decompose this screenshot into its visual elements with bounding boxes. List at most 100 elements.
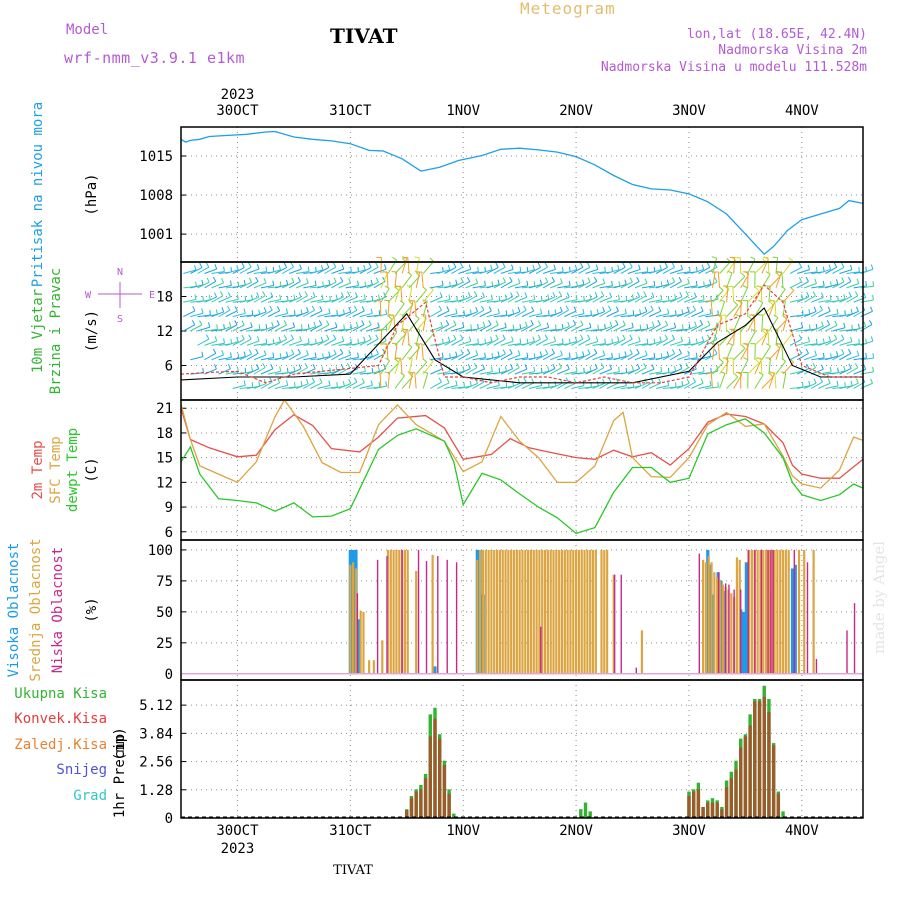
wind-barb-flag [618, 265, 620, 270]
wind-barb-flag [341, 364, 343, 369]
wind-barb-flag [619, 353, 620, 358]
wind-barb-flag [470, 381, 471, 386]
wind-barb-flag [527, 353, 528, 358]
wind-barb-flag [852, 325, 853, 330]
wind-barb-flag [633, 310, 634, 315]
wind-barb-flag [741, 345, 745, 349]
wind-barb-flag [596, 265, 598, 270]
wind-barb [367, 282, 379, 288]
wind-barb-flag [807, 364, 809, 368]
y-axis-label: 10m Vjetar [30, 289, 46, 373]
bar-low_cloud [754, 550, 755, 674]
wind-barb-flag [365, 281, 366, 286]
wind-barb-flag [681, 337, 683, 342]
wind-barb-flag [864, 293, 866, 298]
wind-barb-flag [469, 265, 471, 270]
wind-barb-flag [308, 339, 309, 344]
wind-barb-flag [679, 349, 681, 353]
wind-barb [720, 373, 725, 388]
wind-barb [380, 301, 381, 317]
wind-barb-flag [555, 381, 556, 386]
wind-barb-flag [654, 267, 655, 272]
wind-barb-flag [376, 350, 378, 354]
wind-barb-flag [718, 382, 719, 387]
wind-barb-flag [356, 322, 358, 327]
wind-barb-flag [816, 339, 817, 344]
bar-mid_cloud [705, 562, 707, 674]
wind-barb-flag [580, 263, 582, 267]
bar-mid_cloud [496, 550, 498, 674]
wind-barb-flag [548, 366, 549, 371]
wind-barb-flag [372, 296, 373, 301]
wind-barb-flag [513, 325, 514, 330]
wind-barb-flag [661, 281, 662, 286]
wind-barb-flag [687, 379, 689, 384]
wind-barb-flag [859, 267, 860, 272]
wind-barb-flag [703, 295, 704, 300]
bar-low_cloud [725, 583, 726, 673]
bar-mid_cloud [730, 593, 732, 674]
bar-mid_cloud [544, 550, 546, 674]
wind-barb-flag [222, 307, 224, 312]
wind-barb-flag [340, 349, 342, 353]
wind-barb [409, 286, 412, 302]
wind-barb-flag [492, 281, 493, 286]
wind-barb-flag [708, 321, 710, 325]
wind-barb-flag [442, 353, 443, 358]
wind-barb-flag [851, 309, 852, 314]
wind-barb-flag [561, 351, 563, 356]
wind-barb-flag [193, 306, 195, 310]
wind-barb-flag [386, 381, 387, 386]
wind-barb-flag [443, 339, 444, 344]
wind-barb [494, 282, 506, 288]
wind-barb-flag [264, 307, 266, 312]
wind-barb-flag [821, 365, 823, 370]
bar-mid_cloud [567, 550, 569, 674]
wind-barb-flag [703, 367, 704, 372]
wind-barb-flag [524, 306, 526, 310]
wind-barb-flag [364, 337, 365, 342]
wind-barb-flag [454, 335, 456, 339]
wind-barb-flag [541, 309, 542, 314]
wind-barb [332, 297, 344, 302]
wind-barb [734, 258, 735, 274]
wind-barb [797, 297, 809, 303]
bar-high_cloud [791, 568, 794, 673]
wind-barb-flag [206, 335, 208, 339]
wind-barb-flag [711, 368, 712, 373]
bar-low_cloud [699, 554, 700, 674]
wind-barb-flag [632, 366, 633, 371]
wind-barb-flag [710, 309, 711, 314]
wind-barb-flag [196, 282, 197, 287]
wind-barb-flag [855, 363, 857, 367]
wind-barb-flag [866, 339, 867, 344]
wind-barb-flag [873, 367, 874, 372]
wind-barb-flag [644, 363, 646, 367]
wind-barb [190, 339, 202, 345]
wind-barb-flag [645, 307, 647, 312]
wind-barb-flag [505, 323, 506, 328]
wind-barb-flag [598, 325, 599, 330]
wind-barb-flag [639, 265, 641, 270]
y-tick-label: 0 [165, 667, 173, 683]
wind-barb-flag [323, 282, 324, 287]
wind-barb-flag [626, 368, 627, 373]
wind-barb-flag [217, 324, 218, 329]
bar-low_cloud [636, 668, 637, 674]
wind-barb-flag [272, 322, 274, 327]
wind-barb-flag [750, 257, 754, 259]
wind-barb-flag [672, 349, 674, 353]
wind-barb-flag [312, 378, 314, 382]
wind-barb-flag [220, 291, 222, 295]
bar-convective-precip [419, 789, 422, 818]
y-axis-label: dewpt Temp [65, 428, 81, 512]
wind-barb-flag [512, 337, 514, 342]
wind-barb-flag [249, 263, 251, 267]
bar-high_cloud [745, 562, 748, 674]
wind-barb-flag [478, 339, 479, 344]
wind-barb [741, 288, 748, 302]
wind-barb-flag [596, 337, 598, 342]
wind-barb [451, 354, 463, 360]
wind-barb-flag [443, 267, 444, 272]
wind-barb [395, 334, 406, 346]
